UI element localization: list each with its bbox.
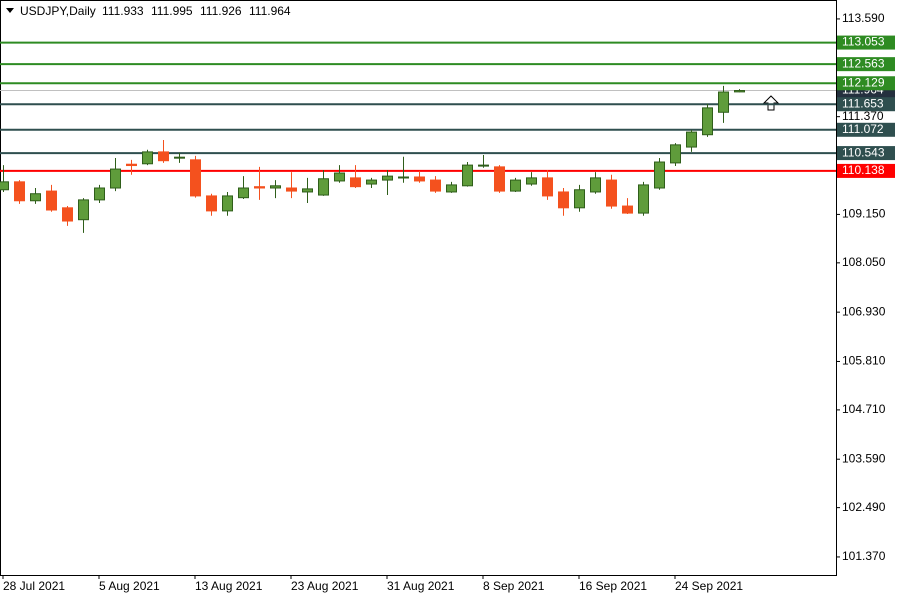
y-tick-label: 111.370 <box>842 109 884 123</box>
candle-body <box>126 163 137 167</box>
header-low: 111.926 <box>200 4 242 18</box>
candle-body <box>174 156 185 159</box>
candle-body <box>702 107 713 136</box>
candle-body <box>350 177 361 188</box>
candle-body <box>94 187 105 201</box>
candle-body <box>142 151 153 165</box>
candle-body <box>46 190 57 211</box>
candle-body <box>590 177 601 193</box>
candle-body <box>206 195 217 212</box>
level-tag <box>837 146 895 161</box>
x-tick-label: 23 Aug 2021 <box>291 579 359 593</box>
level-tag <box>837 57 895 72</box>
menu-triangle <box>6 8 14 13</box>
level-tag <box>837 163 895 178</box>
candle-body <box>526 177 537 185</box>
candle-body <box>318 178 329 196</box>
arrow-up-icon <box>762 95 780 111</box>
candle-body <box>110 168 121 189</box>
candle-body <box>510 179 521 192</box>
level-label: 111.072 <box>842 122 884 136</box>
x-tick-label: 16 Sep 2021 <box>579 579 647 593</box>
y-tick-label: 102.490 <box>842 500 886 514</box>
candle-body <box>494 166 505 192</box>
candle-body <box>238 187 249 199</box>
header-open: 111.933 <box>102 4 144 18</box>
x-tick-label: 28 Jul 2021 <box>3 579 65 593</box>
candle-body <box>78 199 89 221</box>
level-tag <box>837 97 895 112</box>
candle-body <box>366 179 377 185</box>
candle-body <box>478 164 489 167</box>
y-tick-label: 113.590 <box>842 11 885 25</box>
level-tag <box>837 35 895 50</box>
x-tick-label: 8 Sep 2021 <box>483 579 545 593</box>
candle-body <box>254 186 265 189</box>
y-tick-label: 109.150 <box>842 207 886 221</box>
candle-body <box>398 176 409 179</box>
candle-body <box>574 189 585 209</box>
level-label: 111.653 <box>842 96 884 110</box>
level-label: 110.543 <box>842 145 885 159</box>
level-label: 112.563 <box>842 56 885 70</box>
candle-body <box>686 131 697 148</box>
candle-body <box>670 144 681 164</box>
candle-body <box>622 205 633 214</box>
candle-body <box>446 184 457 193</box>
candle-body <box>430 179 441 192</box>
candle-body <box>382 175 393 181</box>
level-tag <box>837 76 895 91</box>
y-tick-label: 106.930 <box>842 304 886 318</box>
candle-body <box>606 179 617 207</box>
candle-body <box>158 151 169 162</box>
candle-body <box>558 191 569 209</box>
candle-body <box>0 181 9 191</box>
candle-body <box>654 161 665 189</box>
y-tick-label: 101.370 <box>842 549 886 563</box>
candle-body <box>718 91 729 113</box>
x-tick-label: 24 Sep 2021 <box>675 579 743 593</box>
candle-body <box>638 184 649 214</box>
header-close: 111.964 <box>249 4 291 18</box>
level-label: 112.129 <box>842 75 885 89</box>
y-tick-label: 104.710 <box>842 402 886 416</box>
candle-body <box>734 90 745 93</box>
header-high: 111.995 <box>151 4 193 18</box>
level-label: 113.053 <box>842 35 885 49</box>
candle-body <box>222 195 233 212</box>
candle-body <box>270 185 281 189</box>
candle-body <box>286 187 297 192</box>
y-tick-label: 103.590 <box>842 451 886 465</box>
candle-body <box>462 164 473 187</box>
candle-body <box>14 181 25 202</box>
candle-body <box>414 176 425 182</box>
x-tick-label: 5 Aug 2021 <box>99 579 160 593</box>
candle-body <box>302 188 313 193</box>
y-tick-label: 108.050 <box>842 255 886 269</box>
level-label: 110.138 <box>842 163 885 177</box>
level-tag <box>837 122 895 137</box>
x-tick-label: 13 Aug 2021 <box>195 579 263 593</box>
candle-body <box>62 207 73 222</box>
plot-frame <box>0 0 837 576</box>
chart-title: USDJPY,Daily <box>20 4 96 18</box>
candle-body <box>30 193 41 202</box>
candle-body <box>334 172 345 182</box>
candle-body <box>542 177 553 197</box>
x-tick-label: 31 Aug 2021 <box>387 579 455 593</box>
candle-body <box>190 159 201 197</box>
y-tick-label: 105.810 <box>842 354 886 368</box>
